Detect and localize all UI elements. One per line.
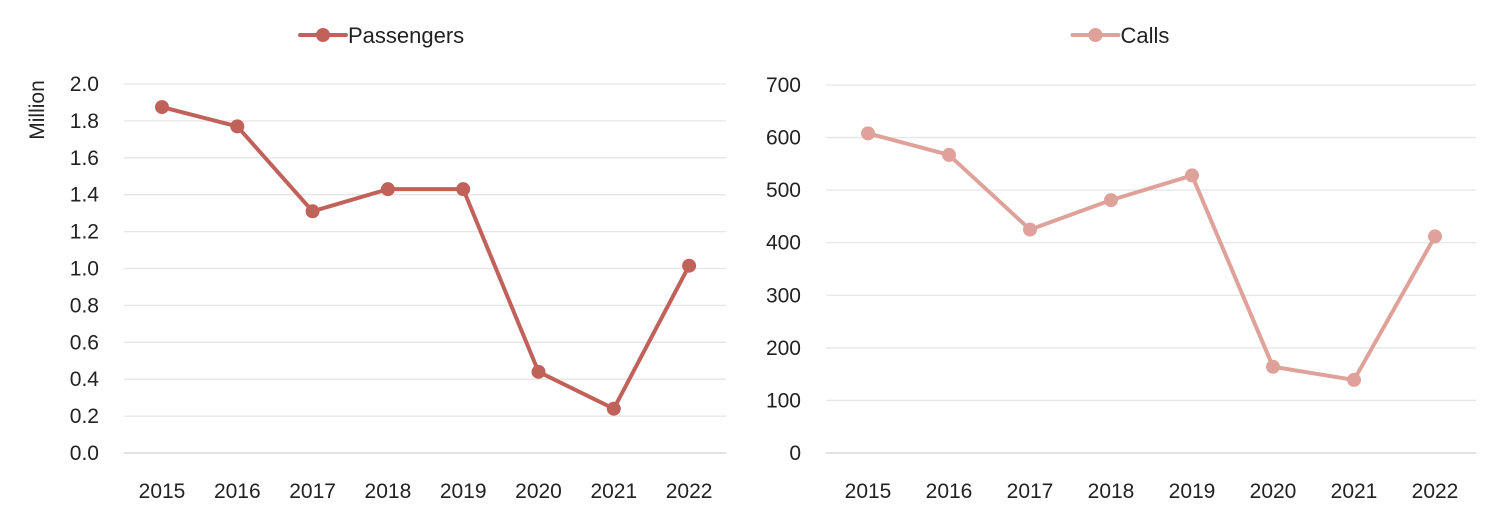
y-tick-label: 300 — [766, 284, 801, 307]
y-tick-label: 0.8 — [70, 294, 99, 317]
x-tick-label: 2019 — [1169, 480, 1216, 503]
x-tick-label: 2020 — [1250, 480, 1297, 503]
y-tick-label: 2.0 — [70, 73, 99, 96]
data-point[interactable] — [682, 258, 697, 273]
data-point[interactable] — [305, 204, 320, 219]
passengers-legend[interactable]: Passengers — [298, 23, 464, 48]
calls-legend[interactable]: Calls — [1070, 23, 1170, 48]
data-point[interactable] — [606, 401, 621, 416]
y-tick-label: 400 — [766, 232, 801, 255]
x-tick-label: 2017 — [289, 480, 336, 503]
x-tick-label: 2020 — [515, 480, 562, 503]
data-point[interactable] — [1023, 222, 1037, 237]
y-tick-label: 1.2 — [70, 221, 99, 244]
series-line-passengers[interactable] — [160, 105, 692, 411]
x-tick-label: 2022 — [666, 480, 713, 503]
data-point[interactable] — [942, 147, 956, 162]
data-point[interactable] — [1428, 229, 1442, 244]
y-tick-label: 500 — [766, 179, 801, 202]
y-tick-label: 0.6 — [70, 331, 99, 354]
data-point[interactable] — [380, 182, 395, 197]
data-point[interactable] — [531, 364, 546, 379]
y-tick-label: 0.4 — [70, 368, 100, 391]
x-tick-label: 2019 — [440, 480, 487, 503]
passengers-chart: 0.0 0.2 0.4 0.6 0.8 1.0 1.2 1.4 1.6 1.8 2.0 2015 20… — [26, 23, 726, 503]
data-point[interactable] — [230, 119, 245, 134]
x-tick-label: 2018 — [365, 480, 412, 503]
x-tick-label: 2018 — [1088, 480, 1135, 503]
legend-label: Calls — [1121, 23, 1170, 48]
data-point[interactable] — [1185, 168, 1199, 183]
y-tick-label: 0.2 — [70, 405, 99, 428]
data-point[interactable] — [861, 126, 875, 141]
series-line-calls[interactable] — [866, 131, 1437, 382]
x-tick-label: 2021 — [1331, 480, 1378, 503]
y-tick-label: 1.6 — [70, 147, 99, 170]
data-point[interactable] — [155, 100, 169, 115]
y-tick-label: 700 — [766, 74, 801, 97]
y-axis-title: Million — [26, 80, 49, 140]
y-tick-label: 0.0 — [70, 442, 99, 465]
y-tick-label: 600 — [766, 127, 801, 150]
y-tick-label: 100 — [766, 389, 801, 412]
calls-chart: 0 100 200 300 400 500 600 700 2015 2016 2017 2018 2… — [766, 23, 1476, 503]
x-tick-label: 2015 — [845, 480, 892, 503]
y-tick-label: 0 — [789, 442, 801, 465]
data-point[interactable] — [1347, 372, 1361, 387]
x-tick-label: 2016 — [926, 480, 973, 503]
x-tick-label: 2016 — [214, 480, 261, 503]
x-tick-label: 2022 — [1412, 480, 1459, 503]
data-point[interactable] — [456, 182, 471, 197]
data-point[interactable] — [1104, 193, 1118, 208]
data-point[interactable] — [1266, 359, 1280, 374]
x-tick-label: 2021 — [590, 480, 637, 503]
x-tick-label: 2017 — [1007, 480, 1054, 503]
y-tick-label: 200 — [766, 337, 801, 360]
legend-marker — [316, 28, 330, 42]
legend-label: Passengers — [348, 23, 464, 48]
y-tick-label: 1.8 — [70, 110, 99, 133]
x-tick-label: 2015 — [139, 480, 186, 503]
y-tick-label: 1.0 — [70, 258, 99, 281]
legend-marker — [1088, 28, 1103, 42]
y-tick-label: 1.4 — [70, 184, 100, 207]
